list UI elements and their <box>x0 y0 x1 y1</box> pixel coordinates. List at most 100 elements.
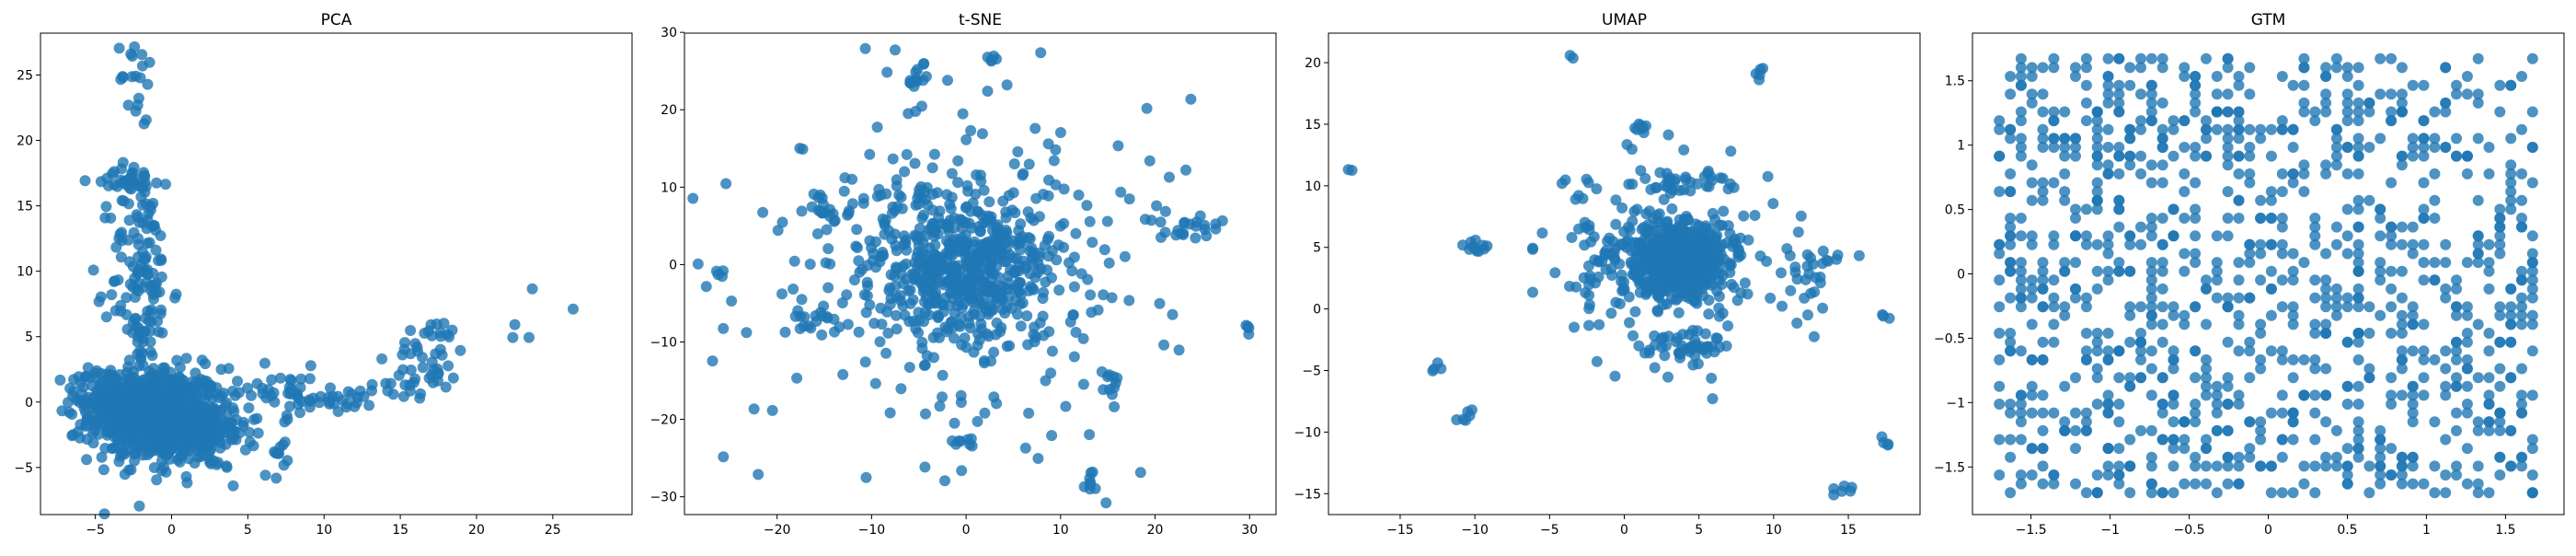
data-point <box>2037 353 2049 365</box>
data-point <box>436 349 448 361</box>
data-point <box>1048 155 1060 167</box>
data-point <box>2102 238 2114 250</box>
data-point <box>2396 221 2408 233</box>
data-point <box>1566 232 1578 243</box>
data-point <box>2048 52 2060 64</box>
data-point <box>2396 309 2408 321</box>
data-point <box>2026 62 2038 74</box>
data-point <box>2483 328 2495 339</box>
data-point <box>2418 238 2430 250</box>
data-point <box>1795 210 1807 222</box>
data-point <box>753 469 765 481</box>
data-point <box>2048 478 2060 490</box>
data-point <box>939 475 950 487</box>
data-point <box>1112 140 1124 152</box>
data-point <box>2494 336 2506 348</box>
data-point <box>2113 399 2125 410</box>
data-point <box>956 339 968 351</box>
data-point <box>2309 389 2321 401</box>
y-tick-label: −10 <box>1294 425 1321 440</box>
data-point <box>941 256 953 268</box>
data-point <box>1123 193 1135 205</box>
data-point <box>1720 340 1732 352</box>
data-point <box>1853 249 1865 261</box>
data-point <box>2309 487 2321 499</box>
data-point <box>1578 272 1590 284</box>
data-point <box>136 49 148 61</box>
data-point <box>1817 302 1829 314</box>
data-point <box>2472 230 2484 242</box>
data-point <box>2265 238 2277 250</box>
data-point <box>741 327 753 339</box>
data-point <box>2375 469 2386 481</box>
data-point <box>1008 158 1020 169</box>
data-point <box>83 391 95 403</box>
data-point <box>1581 173 1593 185</box>
data-point <box>2429 460 2441 472</box>
data-point <box>2309 319 2321 330</box>
data-point <box>1789 261 1801 273</box>
data-point <box>2059 150 2071 162</box>
data-point <box>2048 274 2060 286</box>
data-point <box>791 372 803 384</box>
data-point <box>2037 62 2049 74</box>
data-point <box>912 64 924 75</box>
data-point <box>2352 238 2364 250</box>
data-point <box>974 273 986 285</box>
data-point <box>2287 168 2299 180</box>
data-point <box>127 327 139 339</box>
data-point <box>80 406 91 418</box>
data-point <box>2526 248 2538 260</box>
y-tick-label: 0 <box>25 396 33 411</box>
data-point <box>2255 424 2267 436</box>
data-point <box>305 360 316 372</box>
data-point <box>2451 380 2462 392</box>
data-point <box>2102 469 2114 481</box>
data-point <box>2211 407 2223 419</box>
data-point <box>427 376 439 388</box>
data-point <box>2526 345 2538 357</box>
data-point <box>2113 52 2125 64</box>
data-point <box>426 330 438 342</box>
data-point <box>2102 230 2114 242</box>
data-point <box>2451 372 2462 384</box>
data-point <box>908 315 920 327</box>
data-point <box>2070 230 2081 242</box>
data-point <box>692 258 704 270</box>
data-point <box>1084 479 1096 491</box>
x-tick-label: 5 <box>1695 523 1703 538</box>
data-point <box>2494 407 2506 419</box>
data-point <box>143 437 155 449</box>
data-point <box>2124 265 2136 277</box>
data-point <box>2102 142 2114 153</box>
data-point <box>2135 115 2146 127</box>
data-point <box>2461 88 2473 100</box>
data-point <box>2211 274 2223 286</box>
data-point <box>2363 487 2375 499</box>
data-point <box>1655 266 1667 277</box>
data-point <box>2440 469 2452 481</box>
data-point <box>2287 434 2299 446</box>
data-point <box>1808 330 1820 342</box>
x-tick-label: 10 <box>1052 523 1069 538</box>
data-point <box>2451 274 2462 286</box>
data-point <box>2168 309 2179 321</box>
data-point <box>928 226 940 238</box>
data-point <box>1687 324 1699 336</box>
data-point <box>2407 399 2419 410</box>
data-point <box>2015 283 2027 295</box>
x-tick-label: −5 <box>1540 523 1559 538</box>
data-point <box>2201 123 2212 135</box>
data-point <box>1791 273 1803 285</box>
data-point <box>895 268 907 280</box>
data-point <box>1527 286 1538 298</box>
data-point <box>955 312 967 324</box>
data-point <box>2091 265 2103 277</box>
data-point <box>875 302 887 314</box>
data-point <box>1692 241 1704 253</box>
data-point <box>100 311 112 323</box>
data-point <box>2113 150 2125 162</box>
data-point <box>2516 363 2527 375</box>
data-point <box>1054 127 1066 138</box>
data-point <box>2472 88 2484 100</box>
